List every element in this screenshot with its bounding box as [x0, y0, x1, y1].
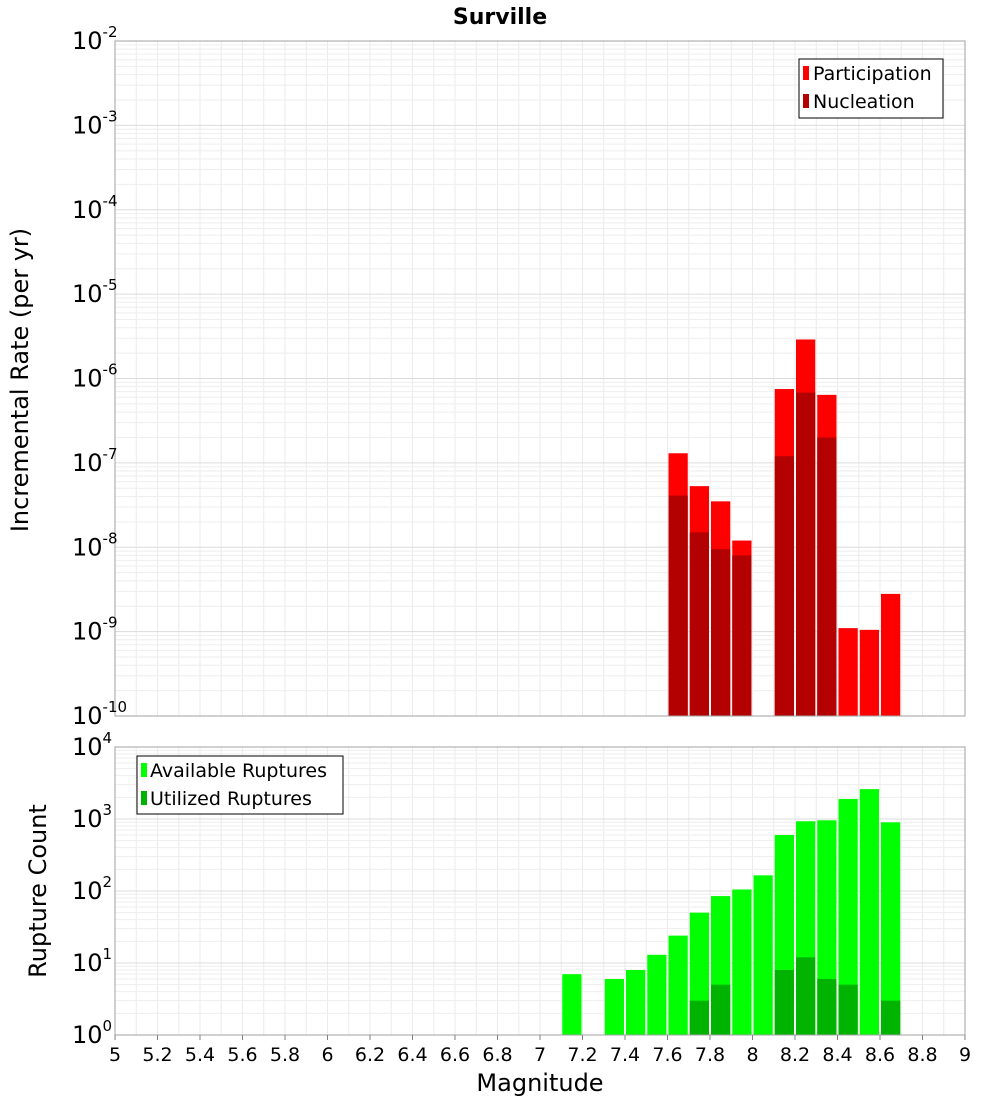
- count-legend: Available Ruptures Utilized Ruptures: [136, 755, 344, 815]
- x-ticks: 5 5.2 5.4 5.6 5.8 6 6.2 6.4 6.6 6.8 7 7.2 7.4 7.6 7.8 8…: [109, 1035, 971, 1066]
- chart-title: Surville: [453, 5, 547, 30]
- rate-y-tick-label: 10-4: [72, 192, 118, 224]
- count-bar-primary: [668, 935, 688, 1035]
- rate-y-tick-label: 10-9: [72, 614, 118, 646]
- x-tick-label: 6.2: [355, 1044, 385, 1066]
- rate-bar-secondary: [711, 549, 731, 716]
- rate-y-tick-label: 10-10: [72, 698, 127, 730]
- rate-y-tick-label: 10-7: [72, 445, 118, 477]
- rate-y-tick-label: 10-3: [72, 107, 118, 139]
- rate-bar-primary: [838, 628, 858, 716]
- rate-y-tick-label: 10-6: [72, 361, 118, 393]
- x-tick-label: 8.8: [907, 1044, 937, 1066]
- rate-grid: [114, 41, 966, 717]
- count-y-ticks: 104 103 102 101 100: [72, 729, 112, 1049]
- count-bar-secondary: [689, 1000, 709, 1035]
- count-bar-secondary: [774, 969, 794, 1035]
- participation-legend-swatch: [803, 66, 809, 80]
- x-tick-label: 5.8: [270, 1044, 300, 1066]
- x-tick-label: 8.2: [780, 1044, 810, 1066]
- count-bar-primary: [753, 875, 773, 1035]
- x-tick-label: 9: [959, 1044, 971, 1066]
- rate-y-axis-label: Incremental Rate (per yr): [6, 228, 34, 532]
- count-bar-primary: [859, 789, 879, 1035]
- rate-bars: [668, 339, 901, 716]
- rate-y-tick-label: 10-5: [72, 276, 118, 308]
- x-tick-label: 7.2: [567, 1044, 597, 1066]
- x-tick-label: 6.4: [397, 1044, 427, 1066]
- rate-plot-border: [114, 40, 966, 717]
- rate-bar-primary: [859, 629, 879, 716]
- count-bar-primary: [604, 978, 624, 1035]
- x-tick-label: 8.4: [822, 1044, 852, 1066]
- rate-bar-primary: [881, 593, 901, 716]
- x-tick-label: 5.6: [227, 1044, 257, 1066]
- x-tick-label: 8: [746, 1044, 758, 1066]
- count-bar-secondary: [817, 978, 837, 1035]
- count-bar-secondary: [838, 984, 858, 1035]
- x-tick-label: 7: [534, 1044, 546, 1066]
- count-panel: 104 103 102 101 100 5 5.2 5.4 5.6 5.8 6 6.2 6.4 6.6 6…: [24, 729, 971, 1097]
- rate-bar-secondary: [732, 555, 752, 716]
- x-tick-label: 6.6: [440, 1044, 470, 1066]
- x-tick-label: 7.8: [695, 1044, 725, 1066]
- x-tick-label: 7.4: [610, 1044, 640, 1066]
- rate-bar-secondary: [796, 392, 816, 716]
- x-tick-label: 5.2: [142, 1044, 172, 1066]
- count-bar-primary: [838, 798, 858, 1035]
- count-y-tick-label: 103: [72, 801, 112, 833]
- rate-bar-secondary: [668, 495, 688, 716]
- available-legend-label: Available Ruptures: [150, 760, 327, 782]
- count-bar-primary: [562, 974, 582, 1035]
- count-bar-primary: [626, 969, 646, 1035]
- nucleation-legend-label: Nucleation: [813, 91, 915, 113]
- x-tick-label: 6.8: [482, 1044, 512, 1066]
- rate-legend: Participation Nucleation: [798, 58, 944, 119]
- count-bar-secondary: [711, 984, 731, 1035]
- count-y-tick-label: 100: [72, 1017, 112, 1049]
- rate-panel: 10-2 10-3 10-4 10-5 10-6 10-7 10-8 10-9 10-10 In…: [6, 23, 966, 730]
- rate-y-tick-label: 10-8: [72, 529, 118, 561]
- nucleation-legend-swatch: [803, 94, 809, 108]
- available-legend-swatch: [141, 763, 147, 777]
- count-bar-primary: [732, 889, 752, 1035]
- rate-y-ticks: 10-2 10-3 10-4 10-5 10-6 10-7 10-8 10-9 10-10: [72, 23, 127, 730]
- x-tick-label: 6: [321, 1044, 333, 1066]
- x-tick-label: 8.6: [865, 1044, 895, 1066]
- x-tick-label: 5: [109, 1044, 121, 1066]
- x-axis-label: Magnitude: [476, 1069, 603, 1097]
- x-tick-label: 5.4: [185, 1044, 215, 1066]
- count-bar-secondary: [881, 1000, 901, 1035]
- rate-bar-secondary: [689, 532, 709, 716]
- rate-bar-secondary: [817, 437, 837, 716]
- utilized-legend-swatch: [141, 791, 147, 805]
- count-y-axis-label: Rupture Count: [24, 804, 52, 978]
- utilized-legend-label: Utilized Ruptures: [150, 788, 312, 810]
- count-bar-primary: [881, 822, 901, 1035]
- count-y-tick-label: 104: [72, 729, 112, 761]
- count-bar-primary: [647, 954, 667, 1035]
- rate-bar-secondary: [774, 456, 794, 716]
- count-bars: [562, 789, 901, 1035]
- count-legend-box: [136, 755, 344, 815]
- x-tick-label: 7.6: [652, 1044, 682, 1066]
- count-y-tick-label: 102: [72, 873, 112, 905]
- count-bar-secondary: [796, 957, 816, 1035]
- rate-y-tick-label: 10-2: [72, 23, 118, 55]
- count-y-tick-label: 101: [72, 945, 112, 977]
- rate-legend-box: [798, 58, 944, 119]
- participation-legend-label: Participation: [813, 63, 932, 85]
